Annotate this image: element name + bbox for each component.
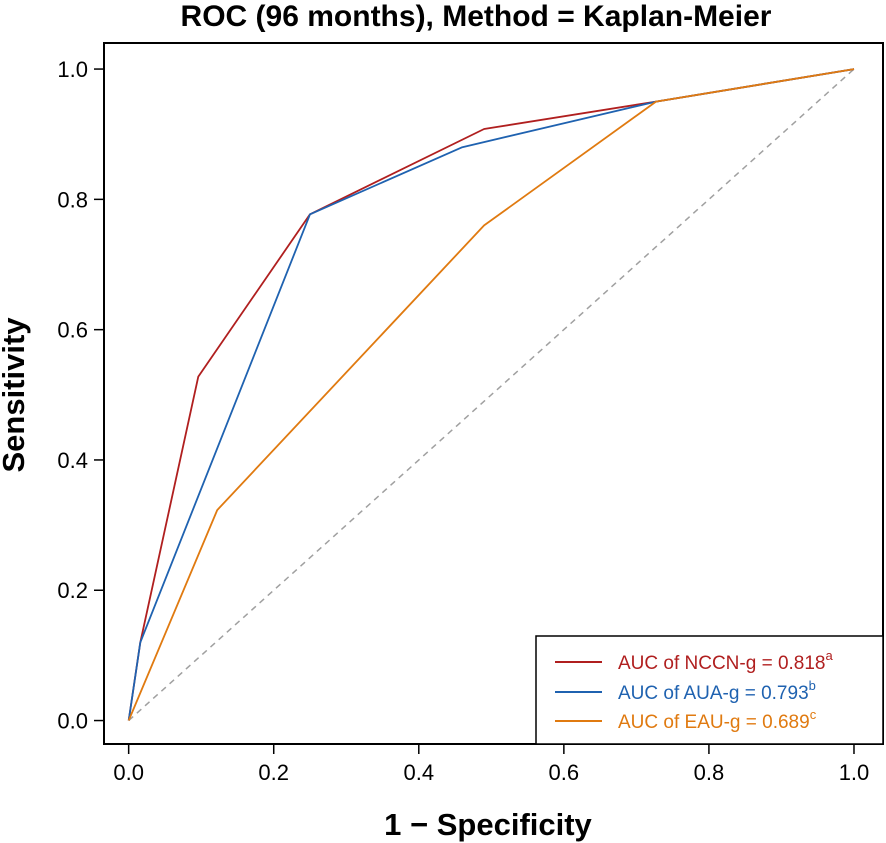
x-tick-label: 0.8 <box>694 760 725 785</box>
y-tick-label: 1.0 <box>57 57 88 82</box>
x-axis-label: 1 − Specificity <box>384 807 592 842</box>
x-axis: 0.0 0.2 0.4 0.6 0.8 1.0 <box>113 744 869 785</box>
y-axis-label: Sensitivity <box>0 317 31 473</box>
x-tick-label: 0.2 <box>258 760 289 785</box>
legend: AUC of NCCN-g = 0.818a AUC of AUA-g = 0.7… <box>535 635 884 745</box>
y-tick-label: 0.6 <box>57 318 88 343</box>
y-tick-label: 0.4 <box>57 448 88 473</box>
legend-label-aua-g: AUC of AUA-g = 0.793b <box>618 678 816 704</box>
legend-label-nccn-g: AUC of NCCN-g = 0.818a <box>618 648 834 674</box>
y-tick-label: 0.0 <box>57 709 88 734</box>
y-axis: 0.0 0.2 0.4 0.6 0.8 1.0 <box>57 57 104 734</box>
legend-box <box>535 635 884 745</box>
reference-diagonal-line <box>128 68 855 722</box>
roc-line-eau-g <box>127 68 855 721</box>
x-tick-label: 0.4 <box>403 760 434 785</box>
y-tick-label: 0.8 <box>57 187 88 212</box>
x-tick-label: 0.6 <box>549 760 580 785</box>
chart-title: ROC (96 months), Method = Kaplan-Meier <box>181 0 772 33</box>
legend-label-eau-g: AUC of EAU-g = 0.689c <box>618 707 817 733</box>
x-tick-label: 0.0 <box>113 760 144 785</box>
plot-frame <box>103 42 884 745</box>
x-tick-label: 1.0 <box>839 760 870 785</box>
y-tick-label: 0.2 <box>57 578 88 603</box>
